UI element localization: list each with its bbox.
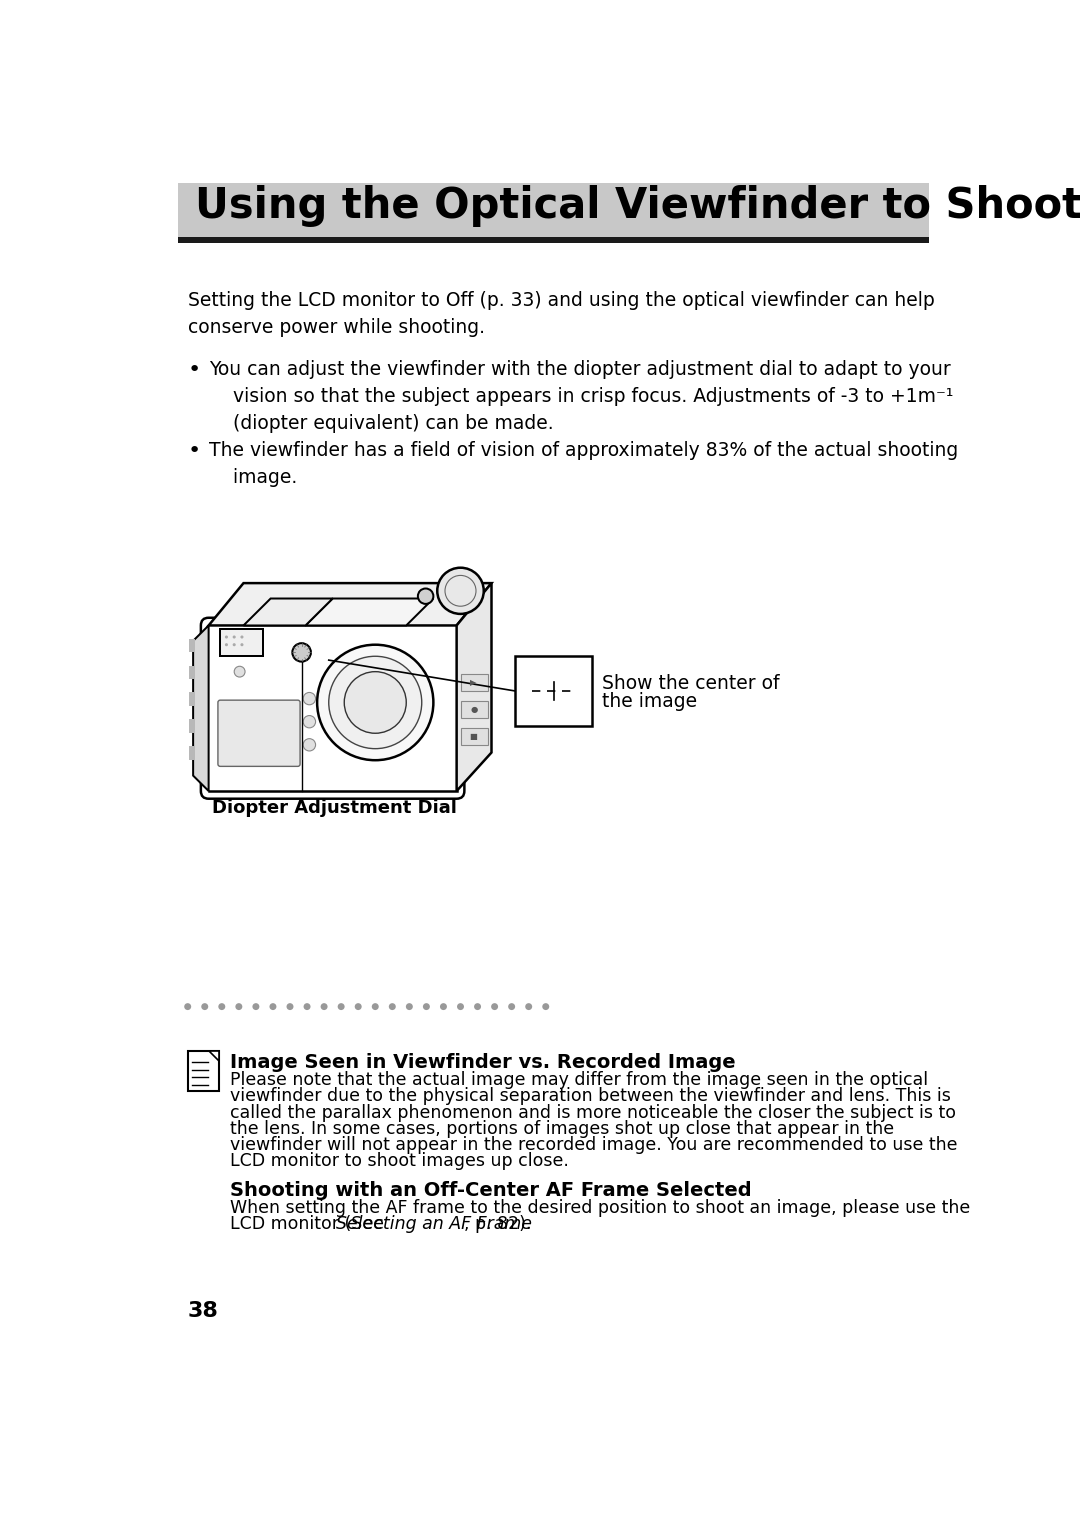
Polygon shape bbox=[243, 598, 333, 625]
Circle shape bbox=[232, 636, 235, 639]
Text: the lens. In some cases, portions of images shot up close that appear in the: the lens. In some cases, portions of ima… bbox=[230, 1119, 893, 1138]
Circle shape bbox=[303, 716, 315, 728]
Circle shape bbox=[437, 567, 484, 615]
Bar bbox=[220, 630, 262, 656]
Text: LCD monitor (See: LCD monitor (See bbox=[230, 1216, 389, 1234]
Circle shape bbox=[303, 1003, 311, 1011]
Text: Show the center of: Show the center of bbox=[602, 674, 779, 693]
Circle shape bbox=[253, 1003, 259, 1011]
Circle shape bbox=[321, 1003, 327, 1011]
Text: the image: the image bbox=[602, 693, 697, 711]
Circle shape bbox=[225, 636, 228, 639]
Circle shape bbox=[286, 1003, 294, 1011]
Text: •: • bbox=[188, 440, 201, 460]
Polygon shape bbox=[306, 598, 433, 625]
FancyBboxPatch shape bbox=[218, 700, 300, 766]
Circle shape bbox=[406, 1003, 413, 1011]
Circle shape bbox=[328, 656, 422, 749]
Text: viewfinder due to the physical separation between the viewfinder and lens. This : viewfinder due to the physical separatio… bbox=[230, 1087, 950, 1105]
Text: When setting the AF frame to the desired position to shoot an image, please use : When setting the AF frame to the desired… bbox=[230, 1199, 970, 1217]
Text: •: • bbox=[188, 359, 201, 379]
Circle shape bbox=[201, 1003, 208, 1011]
Circle shape bbox=[303, 739, 315, 751]
Circle shape bbox=[232, 644, 235, 647]
Text: ▶: ▶ bbox=[471, 677, 477, 687]
Circle shape bbox=[423, 1003, 430, 1011]
Circle shape bbox=[234, 667, 245, 677]
Circle shape bbox=[509, 1003, 515, 1011]
Circle shape bbox=[440, 1003, 447, 1011]
Circle shape bbox=[474, 1003, 481, 1011]
Bar bbox=[515, 656, 592, 726]
Text: called the parallax phenomenon and is more noticeable the closer the subject is : called the parallax phenomenon and is mo… bbox=[230, 1104, 956, 1122]
Circle shape bbox=[303, 693, 315, 705]
Text: The viewfinder has a field of vision of approximately 83% of the actual shooting: The viewfinder has a field of vision of … bbox=[210, 440, 959, 486]
Text: You can adjust the viewfinder with the diopter adjustment dial to adapt to your
: You can adjust the viewfinder with the d… bbox=[210, 359, 954, 433]
Text: , p. 82).: , p. 82). bbox=[464, 1216, 531, 1234]
Bar bbox=[177, 174, 930, 237]
Bar bbox=[177, 237, 930, 243]
Circle shape bbox=[389, 1003, 395, 1011]
Polygon shape bbox=[208, 583, 491, 625]
Circle shape bbox=[457, 1003, 464, 1011]
Circle shape bbox=[345, 671, 406, 734]
Circle shape bbox=[241, 636, 243, 639]
Text: ●: ● bbox=[470, 705, 477, 714]
Bar bbox=[220, 630, 262, 656]
Polygon shape bbox=[457, 583, 491, 790]
Circle shape bbox=[235, 1003, 242, 1011]
Circle shape bbox=[418, 589, 433, 604]
Text: 38: 38 bbox=[188, 1301, 218, 1321]
Polygon shape bbox=[210, 1052, 218, 1061]
Bar bbox=[188, 1052, 218, 1092]
Bar bbox=[189, 720, 195, 734]
Text: Using the Optical Viewfinder to Shoot: Using the Optical Viewfinder to Shoot bbox=[194, 185, 1080, 226]
Bar bbox=[189, 639, 195, 653]
Circle shape bbox=[225, 644, 228, 647]
Text: viewfinder will not appear in the recorded image. You are recommended to use the: viewfinder will not appear in the record… bbox=[230, 1136, 957, 1154]
Text: Selecting an AF Frame: Selecting an AF Frame bbox=[336, 1216, 531, 1234]
Text: ■: ■ bbox=[470, 732, 477, 742]
Circle shape bbox=[542, 1003, 550, 1011]
Bar bbox=[460, 728, 488, 745]
Text: Please note that the actual image may differ from the image seen in the optical: Please note that the actual image may di… bbox=[230, 1072, 928, 1089]
Bar bbox=[189, 693, 195, 706]
FancyBboxPatch shape bbox=[201, 618, 464, 798]
Circle shape bbox=[218, 1003, 226, 1011]
Bar bbox=[189, 746, 195, 760]
Circle shape bbox=[241, 644, 243, 647]
Circle shape bbox=[293, 644, 311, 662]
Bar bbox=[189, 665, 195, 679]
Text: Shooting with an Off-Center AF Frame Selected: Shooting with an Off-Center AF Frame Sel… bbox=[230, 1180, 752, 1200]
Text: LCD monitor to shoot images up close.: LCD monitor to shoot images up close. bbox=[230, 1153, 568, 1170]
Circle shape bbox=[270, 1003, 276, 1011]
Bar bbox=[460, 700, 488, 717]
Circle shape bbox=[491, 1003, 498, 1011]
Text: Image Seen in Viewfinder vs. Recorded Image: Image Seen in Viewfinder vs. Recorded Im… bbox=[230, 1053, 735, 1072]
Circle shape bbox=[372, 1003, 379, 1011]
Text: Diopter Adjustment Dial: Diopter Adjustment Dial bbox=[213, 798, 457, 816]
Text: Setting the LCD monitor to Off (p. 33) and using the optical viewfinder can help: Setting the LCD monitor to Off (p. 33) a… bbox=[188, 291, 934, 336]
Circle shape bbox=[354, 1003, 362, 1011]
Circle shape bbox=[338, 1003, 345, 1011]
Bar bbox=[460, 674, 488, 691]
Polygon shape bbox=[193, 625, 208, 790]
Circle shape bbox=[318, 645, 433, 760]
Circle shape bbox=[185, 1003, 191, 1011]
Circle shape bbox=[525, 1003, 532, 1011]
